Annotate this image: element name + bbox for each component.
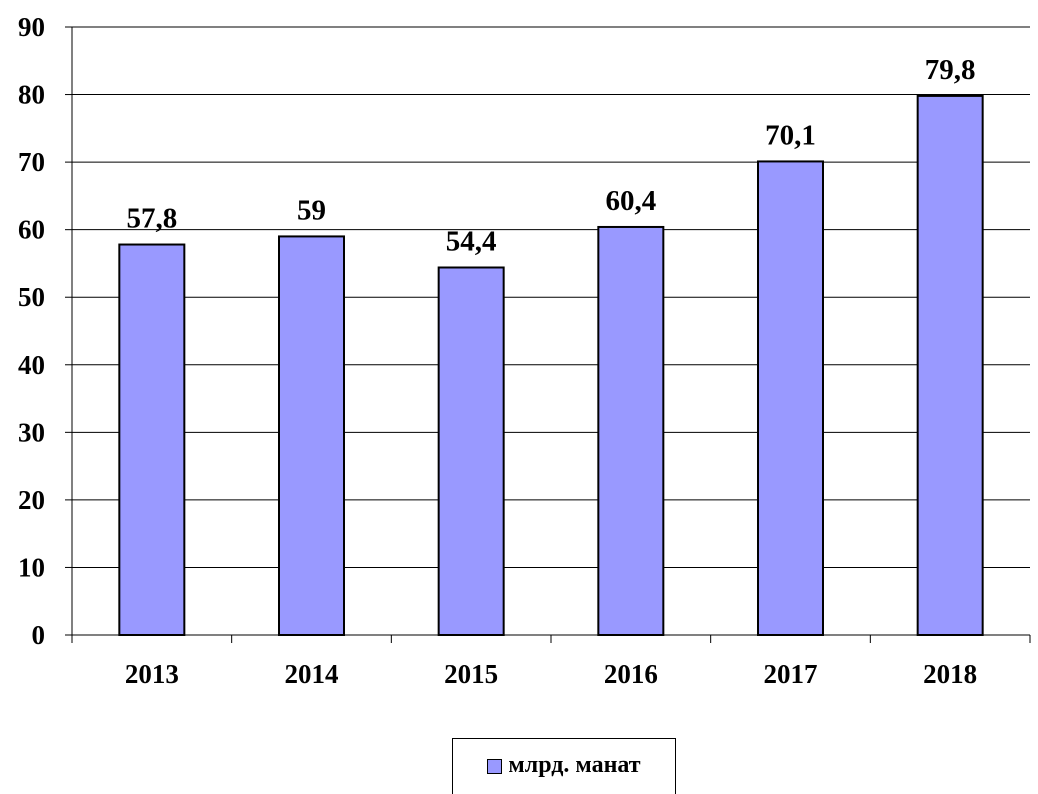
axes: 0 10 20 30 40 50 60 70 80 90 2013 2014 2015 2016 2017 2… [18,12,1031,689]
legend-label: млрд. манат [508,752,641,778]
bar-2013 [118,243,186,636]
y-tick-label: 50 [18,282,45,312]
y-tick-label: 60 [18,215,45,245]
y-tick-label: 10 [18,552,45,582]
data-label: 60,4 [605,185,656,217]
x-tick-label: 2013 [125,659,179,689]
x-tick-label: 2014 [285,659,339,689]
data-label: 57,8 [126,203,177,235]
legend-swatch [487,759,503,774]
y-tick-label: 80 [18,80,45,110]
y-tick-label: 0 [32,620,46,650]
data-labels: 57,8 59 54,4 60,4 70,1 79,8 [126,54,975,258]
bar-2018 [916,94,984,636]
data-label: 70,1 [765,119,816,151]
bar-2015 [437,266,505,636]
data-label: 59 [297,194,326,226]
legend: млрд. манат [452,738,676,794]
bar-2017 [757,160,824,637]
data-label: 79,8 [925,54,976,86]
gridlines [72,26,1030,568]
x-tick-label: 2016 [604,659,658,689]
data-label: 54,4 [446,225,497,257]
y-tick-label: 70 [18,147,45,177]
y-tick-label: 30 [18,417,45,447]
x-tick-label: 2015 [444,659,498,689]
bars [118,94,984,637]
bar-2016 [597,225,665,636]
x-tick-label: 2017 [764,659,818,689]
y-tick-label: 90 [18,12,45,42]
y-tick-label: 20 [18,485,45,515]
x-tick-label: 2018 [923,659,977,689]
bar-2014 [278,235,345,637]
y-tick-label: 40 [18,350,45,380]
